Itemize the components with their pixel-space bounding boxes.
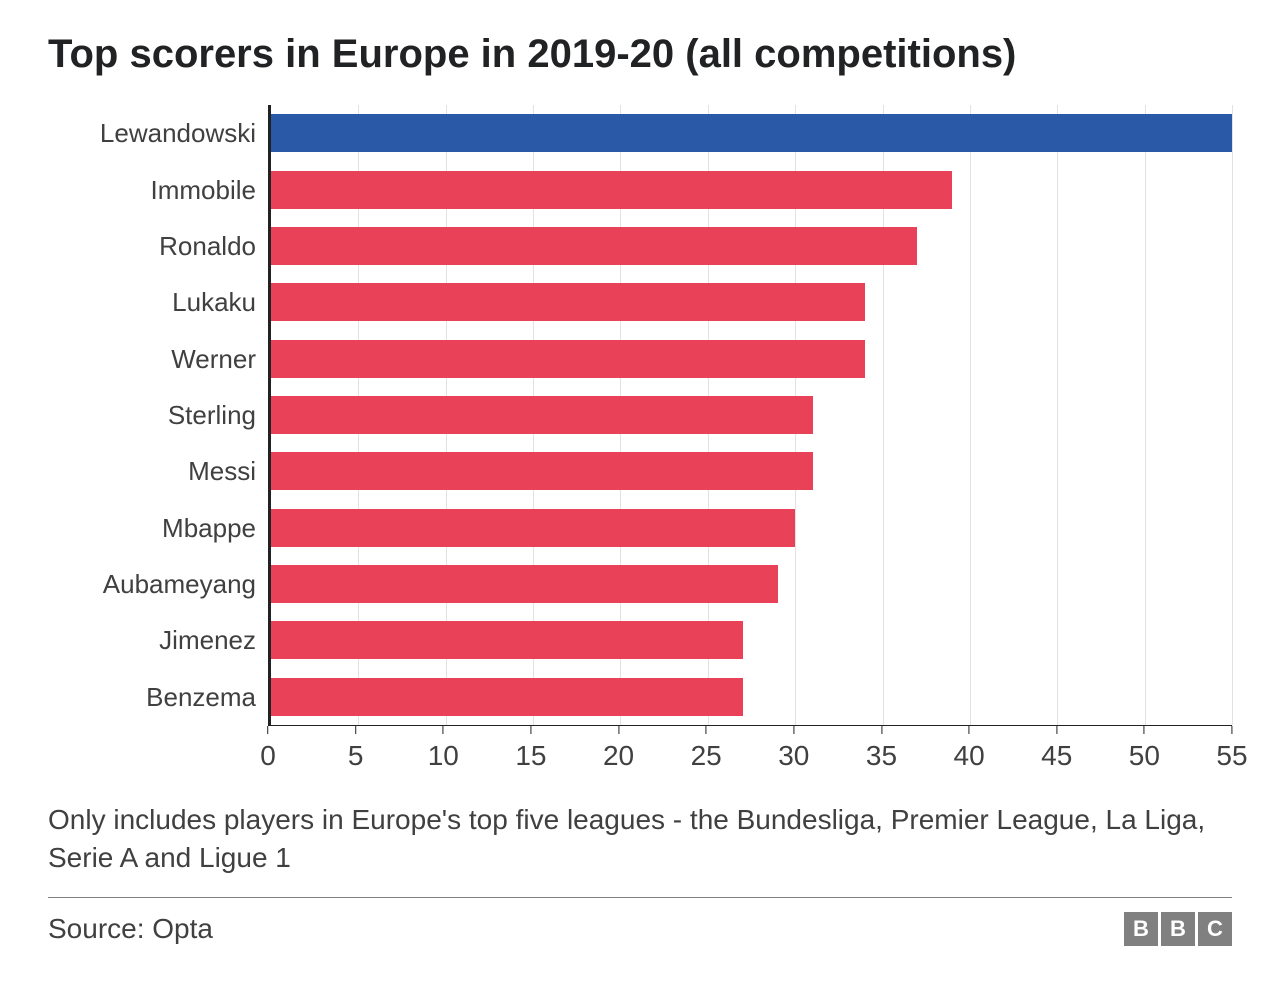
chart-note: Only includes players in Europe's top fi…	[48, 801, 1232, 898]
bar	[271, 283, 865, 321]
tick-mark	[1232, 726, 1233, 734]
bar	[271, 452, 813, 490]
x-tick-label: 10	[428, 740, 459, 772]
bar	[271, 565, 778, 603]
bar	[271, 396, 813, 434]
gridline	[1232, 105, 1233, 725]
x-tick-label: 20	[603, 740, 634, 772]
tick-mark	[267, 726, 268, 734]
x-tick-label: 55	[1216, 740, 1247, 772]
bars-group	[271, 105, 1232, 725]
x-tick: 50	[1129, 726, 1160, 772]
x-tick-label: 0	[260, 740, 276, 772]
y-axis-label: Aubameyang	[48, 571, 256, 597]
tick-mark	[530, 726, 531, 734]
x-tick: 40	[954, 726, 985, 772]
y-axis-label: Lukaku	[48, 289, 256, 315]
x-tick: 30	[778, 726, 809, 772]
footer: Source: Opta BBC	[48, 912, 1232, 946]
bbc-logo: BBC	[1124, 912, 1232, 946]
bbc-logo-block: C	[1198, 912, 1232, 946]
x-axis: 0510152025303540455055	[268, 725, 1232, 777]
tick-mark	[969, 726, 970, 734]
x-tick: 25	[691, 726, 722, 772]
y-axis-label: Lewandowski	[48, 120, 256, 146]
x-tick-label: 15	[515, 740, 546, 772]
x-tick-label: 25	[691, 740, 722, 772]
y-axis-labels: Lewandowski Immobile Ronaldo Lukaku Werner St…	[48, 105, 268, 725]
chart-title: Top scorers in Europe in 2019-20 (all co…	[48, 32, 1232, 77]
x-tick: 35	[866, 726, 897, 772]
x-tick: 0	[260, 726, 276, 772]
tick-mark	[355, 726, 356, 734]
x-tick: 10	[428, 726, 459, 772]
bar	[271, 678, 743, 716]
x-tick: 15	[515, 726, 546, 772]
tick-mark	[793, 726, 794, 734]
tick-mark	[443, 726, 444, 734]
bar	[271, 171, 952, 209]
bbc-logo-block: B	[1161, 912, 1195, 946]
y-axis-label: Immobile	[48, 177, 256, 203]
tick-mark	[1144, 726, 1145, 734]
plot-area	[268, 105, 1232, 725]
y-axis-label: Ronaldo	[48, 233, 256, 259]
x-tick: 45	[1041, 726, 1072, 772]
bar	[271, 114, 1232, 152]
tick-mark	[706, 726, 707, 734]
x-tick-label: 45	[1041, 740, 1072, 772]
y-axis-label: Jimenez	[48, 627, 256, 653]
x-tick-label: 5	[348, 740, 364, 772]
bar	[271, 509, 795, 547]
tick-mark	[618, 726, 619, 734]
tick-mark	[1056, 726, 1057, 734]
x-tick: 55	[1216, 726, 1247, 772]
x-tick-label: 30	[778, 740, 809, 772]
bar	[271, 227, 917, 265]
x-tick-label: 35	[866, 740, 897, 772]
x-tick: 20	[603, 726, 634, 772]
bar	[271, 340, 865, 378]
source-label: Source: Opta	[48, 913, 213, 945]
x-tick: 5	[348, 726, 364, 772]
bbc-logo-block: B	[1124, 912, 1158, 946]
y-axis-label: Sterling	[48, 402, 256, 428]
y-axis-label: Messi	[48, 458, 256, 484]
x-tick-label: 40	[954, 740, 985, 772]
y-axis-label: Mbappe	[48, 515, 256, 541]
chart-container: Lewandowski Immobile Ronaldo Lukaku Werner St…	[48, 97, 1232, 777]
x-tick-label: 50	[1129, 740, 1160, 772]
bar	[271, 621, 743, 659]
chart-area: Lewandowski Immobile Ronaldo Lukaku Werner St…	[48, 97, 1232, 777]
tick-mark	[881, 726, 882, 734]
y-axis-label: Werner	[48, 346, 256, 372]
y-axis-label: Benzema	[48, 684, 256, 710]
